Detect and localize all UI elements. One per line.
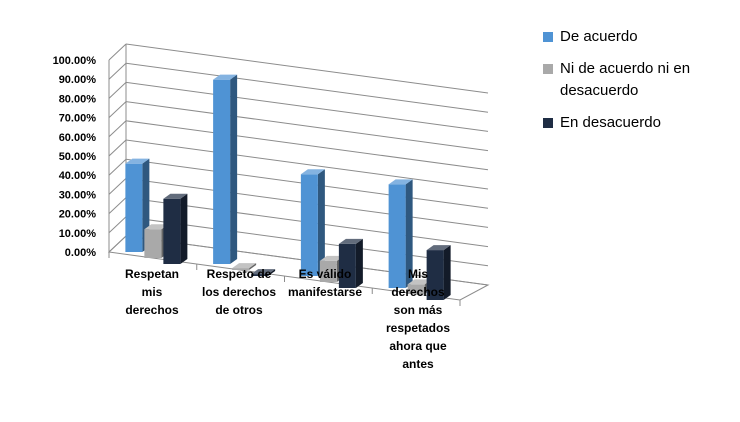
y-tick-label: 30.00% <box>59 189 97 201</box>
legend-item-en-desacuerdo: En desacuerdo <box>543 112 733 134</box>
bar <box>251 274 269 276</box>
side-gridline <box>108 101 127 118</box>
gridline <box>125 101 489 152</box>
bar <box>319 260 337 282</box>
y-tick-label: 60.00% <box>59 132 97 144</box>
bar-top <box>388 179 413 185</box>
y-tick-label: 80.00% <box>59 93 97 105</box>
bar-top <box>144 224 169 230</box>
gridline <box>125 81 489 132</box>
bar-side <box>443 245 451 300</box>
y-tick-label: 0.00% <box>65 247 96 259</box>
gridline <box>125 43 489 94</box>
bar-top <box>407 279 432 285</box>
legend-swatch <box>543 118 553 128</box>
bar-side <box>268 269 276 276</box>
x-category-label-line: de otros <box>215 303 263 317</box>
x-category-label: Respetan mis derechos <box>125 267 179 317</box>
y-tick-label: 50.00% <box>59 151 97 163</box>
gridline <box>125 139 489 190</box>
x-category-label-line: Es válido <box>299 267 352 281</box>
bar-top <box>232 263 257 269</box>
side-gridline <box>108 216 127 234</box>
bar-side <box>317 169 325 276</box>
legend-swatch <box>543 32 553 42</box>
legend-label: Ni de acuerdo ni en desacuerdo <box>560 60 691 99</box>
side-gridline <box>108 158 127 176</box>
side-gridline <box>108 43 127 61</box>
side-gridline <box>108 82 127 99</box>
legend-swatch <box>543 64 553 74</box>
x-category-label-line: Mis <box>408 267 428 281</box>
legend-item-de-acuerdo: De acuerdo <box>543 26 733 48</box>
x-category-label-line: respetados <box>386 321 450 335</box>
gridline <box>125 62 489 113</box>
bar <box>125 163 143 252</box>
legend-item-ni-de-acuerdo: Ni de acuerdo ni en desacuerdo <box>543 58 733 102</box>
bar-top <box>338 238 363 244</box>
bar <box>213 79 231 265</box>
y-tick-label: 100.00% <box>53 55 97 67</box>
bar-top <box>251 269 276 275</box>
bar <box>144 229 162 258</box>
bar-top <box>125 158 150 164</box>
legend-label: En desacuerdo <box>560 114 661 131</box>
x-category-label-line: ahora que <box>389 339 447 353</box>
x-category-label-line: derechos <box>125 303 179 317</box>
bar-side <box>249 263 257 270</box>
y-tick-label: 10.00% <box>59 228 97 240</box>
side-gridline <box>108 178 127 195</box>
bar-side <box>180 193 188 264</box>
x-category-label-line: derechos <box>391 285 445 299</box>
bar-side <box>355 238 363 288</box>
x-category-label-line: Respetan <box>125 267 179 281</box>
bar-side <box>405 179 413 288</box>
x-category-label: Respeto de los derechos de otros <box>202 267 276 317</box>
bar-side <box>230 74 238 265</box>
y-tick-label: 70.00% <box>59 113 97 125</box>
x-category-label-line: mis <box>142 285 163 299</box>
bar <box>407 284 425 294</box>
x-category-label-line: los derechos <box>202 285 276 299</box>
bar <box>426 250 444 300</box>
legend: De acuerdo Ni de acuerdo ni en desacuerd… <box>543 26 733 144</box>
y-tick-label: 20.00% <box>59 209 97 221</box>
legend-label: De acuerdo <box>560 28 638 45</box>
y-tick-label: 90.00% <box>59 74 97 86</box>
bar <box>388 184 406 288</box>
bar <box>300 174 318 276</box>
x-category-label: Es válido manifestarse <box>288 267 362 299</box>
side-gridline <box>108 120 127 138</box>
side-gridline <box>108 62 127 80</box>
x-category-label-line: antes <box>402 357 434 371</box>
bar-top <box>319 255 344 261</box>
bar-top <box>163 193 188 199</box>
bar-top <box>300 169 325 175</box>
side-gridline <box>108 139 127 157</box>
x-category-label-line: son más <box>394 303 443 317</box>
x-category-label-line: manifestarse <box>288 285 362 299</box>
bar <box>232 268 250 270</box>
bar-top <box>213 74 238 80</box>
bar <box>163 198 181 264</box>
x-category-label: Mis derechos son más respetados ahora que ant… <box>386 267 450 371</box>
y-tick-label: 40.00% <box>59 170 97 182</box>
side-gridline <box>108 197 127 214</box>
x-category-label-line: Respeto de <box>207 267 272 281</box>
bar-top <box>426 245 451 251</box>
bar <box>338 243 356 288</box>
gridline <box>125 120 489 171</box>
